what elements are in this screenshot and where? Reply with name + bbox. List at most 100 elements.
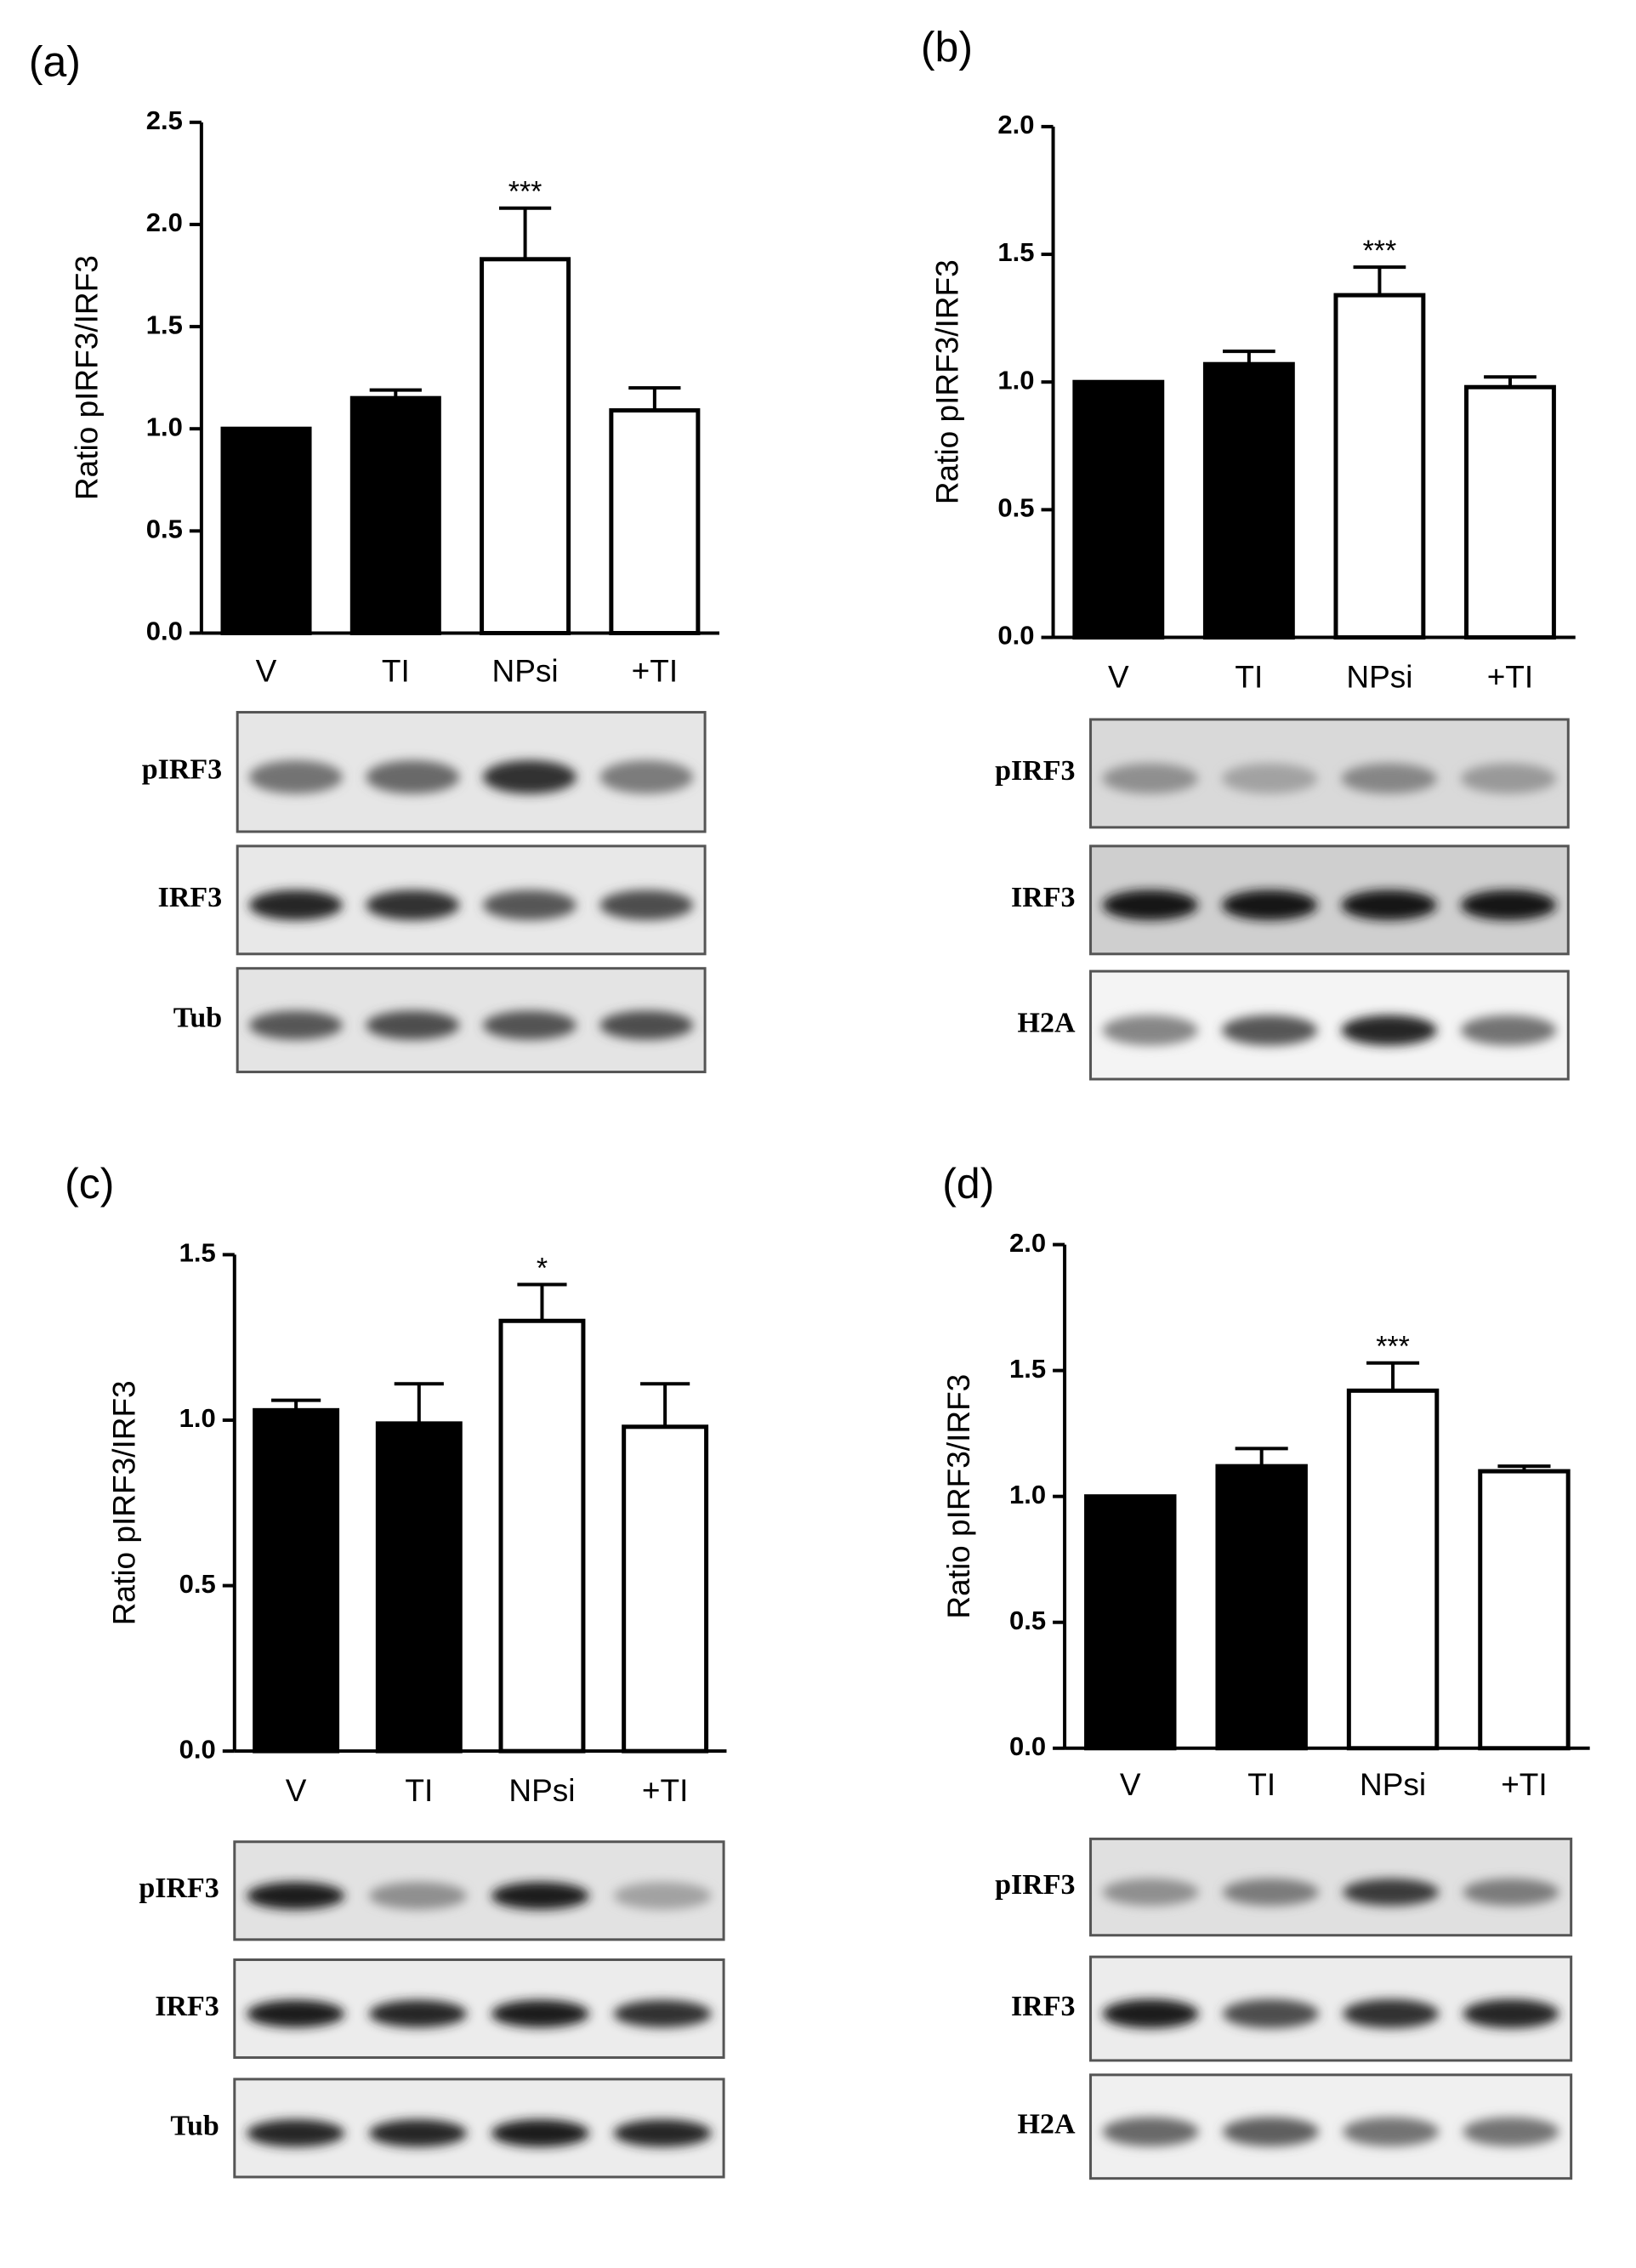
blot-label: pIRF3 xyxy=(995,1869,1075,1901)
bar xyxy=(1464,384,1556,640)
blot-band xyxy=(1343,2117,1440,2146)
blot-band xyxy=(1222,1879,1319,1906)
blot-band xyxy=(1102,1879,1199,1906)
blot-band xyxy=(366,890,460,921)
blot-band xyxy=(1102,1015,1198,1046)
blot-band xyxy=(1102,2117,1199,2146)
x-tick-label: V xyxy=(256,654,277,689)
blot-label: H2A xyxy=(1018,2109,1076,2140)
y-tick-label: 1.0 xyxy=(1009,1480,1046,1509)
x-tick-label: TI xyxy=(1247,1767,1275,1802)
blot-label: pIRF3 xyxy=(142,754,222,786)
x-tick-label: V xyxy=(1120,1767,1141,1802)
blot-band xyxy=(491,1882,589,1910)
bar xyxy=(349,395,441,635)
blot-band xyxy=(491,1999,589,2028)
blot-label: Tub xyxy=(173,1002,222,1033)
y-tick-label: 0.5 xyxy=(179,1569,216,1599)
blot-label: Tub xyxy=(170,2110,219,2141)
blot-band xyxy=(1222,763,1318,794)
blot-band xyxy=(1341,1015,1437,1046)
bar xyxy=(622,1424,709,1754)
blot-band xyxy=(1460,1015,1557,1046)
blot-label: pIRF3 xyxy=(139,1873,219,1904)
y-tick-label: 0.0 xyxy=(997,621,1034,651)
y-tick-label: 1.5 xyxy=(997,237,1034,267)
bar xyxy=(1346,1388,1440,1751)
blot-band xyxy=(613,1882,712,1910)
x-tick-label: NPsi xyxy=(1360,1767,1426,1802)
blot-band xyxy=(248,890,343,921)
panel: (c) Ratio pIRF3/IRF3 0.0 0.5 1.0 1.5 V TI NPsi * +… xyxy=(65,1160,727,2179)
significance: *** xyxy=(508,176,542,208)
blot-band xyxy=(248,760,343,794)
blot-band xyxy=(491,2119,589,2147)
y-tick-label: 1.0 xyxy=(179,1403,216,1433)
y-tick-label: 0.0 xyxy=(179,1734,216,1764)
blot-band xyxy=(368,1882,468,1910)
bar xyxy=(375,1421,463,1754)
y-tick-label: 2.0 xyxy=(146,207,183,237)
bar xyxy=(609,408,701,635)
blot-band xyxy=(599,760,694,794)
y-tick-label: 2.5 xyxy=(146,105,183,135)
blot-band xyxy=(1343,1879,1440,1906)
x-tick-label: +TI xyxy=(1487,659,1534,694)
blot-band xyxy=(1463,2117,1559,2146)
blot-band xyxy=(1102,763,1198,794)
x-tick-label: NPsi xyxy=(508,1773,575,1808)
bar xyxy=(253,1407,340,1754)
y-tick-label: 2.0 xyxy=(997,110,1034,139)
blot-band xyxy=(1343,1998,1440,2029)
significance: * xyxy=(537,1252,548,1284)
y-axis-label: Ratio pIRF3/IRF3 xyxy=(930,259,965,504)
panel: (d) Ratio pIRF3/IRF3 0.0 0.5 1.0 1.5 2.0 V TI NPs… xyxy=(941,1160,1590,2180)
panel-label: (b) xyxy=(921,23,973,71)
blot-label: pIRF3 xyxy=(995,755,1075,787)
x-tick-label: +TI xyxy=(1501,1767,1548,1802)
y-tick-label: 2.0 xyxy=(1009,1228,1046,1258)
blot-band xyxy=(368,1999,468,2028)
blot-band xyxy=(1102,890,1198,921)
panel-label: (c) xyxy=(65,1160,114,1208)
bar xyxy=(1084,1494,1177,1751)
blot-band xyxy=(1102,1998,1199,2029)
blot-label: IRF3 xyxy=(1011,1991,1076,2022)
y-tick-label: 1.0 xyxy=(997,365,1034,395)
y-tick-label: 1.5 xyxy=(1009,1354,1046,1384)
x-tick-label: +TI xyxy=(632,654,679,689)
blot-label: IRF3 xyxy=(1011,882,1076,913)
y-tick-label: 0.5 xyxy=(146,514,183,544)
x-tick-label: TI xyxy=(405,1773,433,1808)
bar xyxy=(1072,379,1165,640)
blot-band xyxy=(1222,1998,1319,2029)
blot-band xyxy=(1222,1015,1318,1046)
blot-band xyxy=(1463,1998,1559,2029)
blot-label: IRF3 xyxy=(158,882,223,913)
blot-band xyxy=(366,1010,460,1040)
blot-band xyxy=(482,1010,577,1040)
y-tick-label: 1.5 xyxy=(146,310,183,339)
bar xyxy=(480,257,571,635)
panel-label: (a) xyxy=(29,37,81,85)
panel: (b) Ratio pIRF3/IRF3 0.0 0.5 1.0 1.5 2.0 V TI NPs… xyxy=(921,23,1576,1081)
x-tick-label: TI xyxy=(1235,659,1263,694)
significance: *** xyxy=(1363,235,1397,267)
x-tick-label: TI xyxy=(382,654,410,689)
blot-band xyxy=(613,2119,712,2147)
blot-band xyxy=(482,890,577,921)
blot-band xyxy=(366,760,460,794)
y-tick-label: 0.5 xyxy=(1009,1606,1046,1635)
bar xyxy=(1202,361,1295,640)
blot-band xyxy=(368,2119,468,2147)
blot-band xyxy=(1341,763,1437,794)
blot-band xyxy=(482,760,577,794)
blot-band xyxy=(599,890,694,921)
x-tick-label: V xyxy=(1108,659,1129,694)
x-tick-label: +TI xyxy=(642,1773,689,1808)
blot-band xyxy=(1222,890,1318,921)
bar xyxy=(1215,1464,1308,1751)
y-tick-label: 1.0 xyxy=(146,412,183,441)
